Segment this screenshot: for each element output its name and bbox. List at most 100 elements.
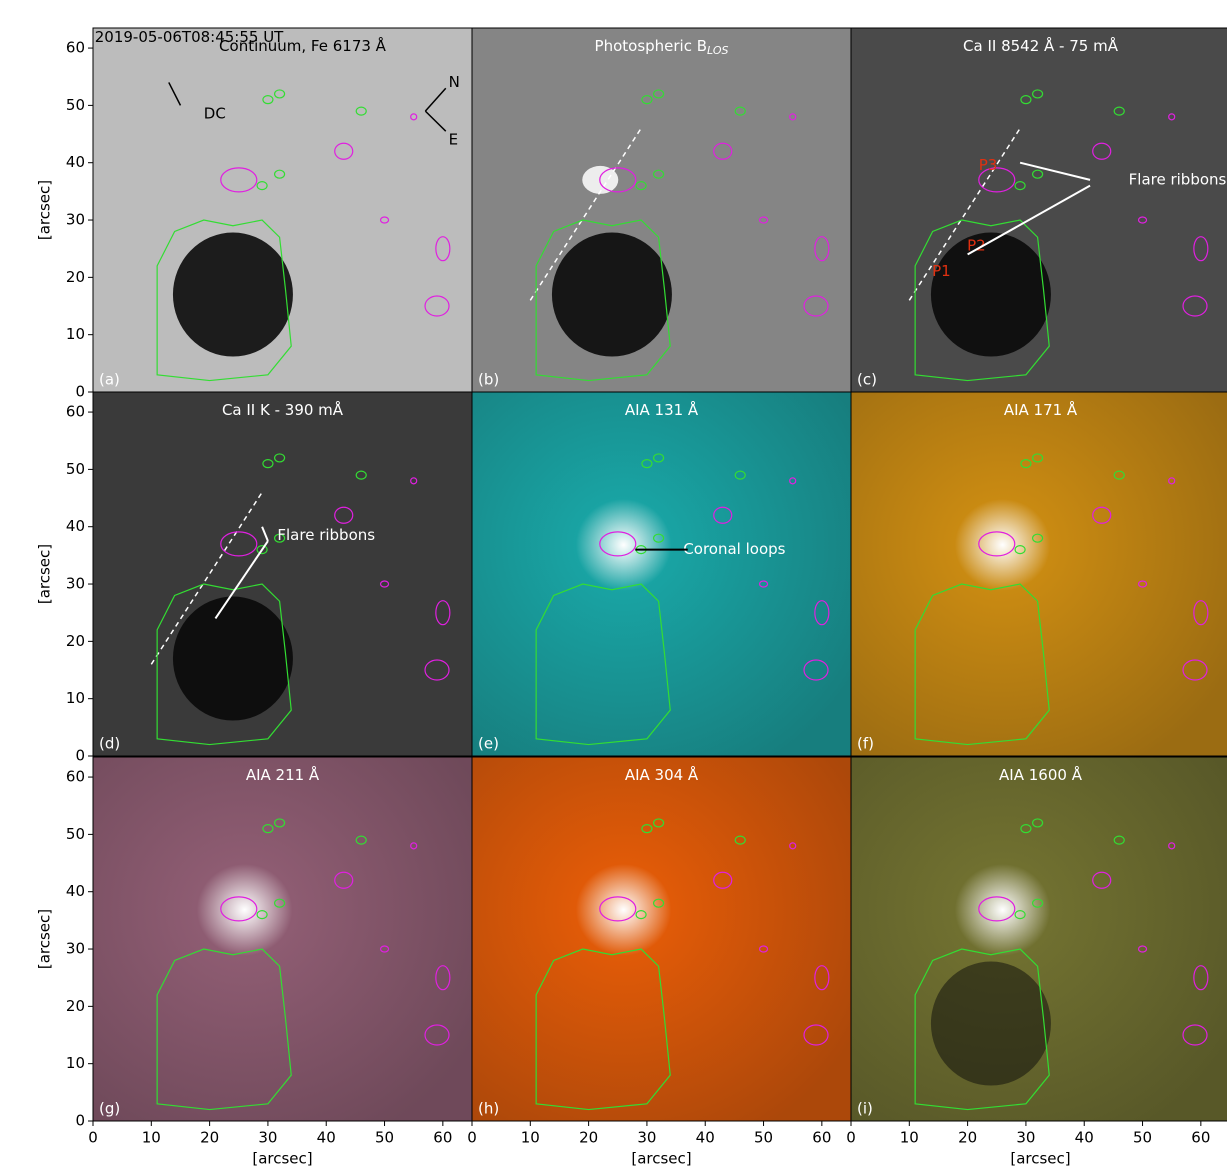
title-text: Ca II K - 390 mÅ (222, 400, 344, 419)
image (472, 757, 851, 1121)
panel: AIA 131 Å (e) Coronal loops (472, 392, 851, 756)
x-tick-label: 20 (200, 1129, 219, 1147)
panel: AIA 304 Å (h)0 10 20 30 40 50 60 [arcsec] (467, 757, 851, 1168)
annotation: DC (204, 104, 226, 122)
panel-label: (g) (99, 1100, 120, 1118)
y-tick-label: 60 (66, 39, 85, 57)
x-tick-label: 40 (696, 1129, 715, 1147)
x-tick-label: 60 (812, 1129, 831, 1147)
image (93, 28, 472, 392)
panel-title: AIA 211 Å (246, 765, 320, 784)
y-tick-label: 30 (66, 575, 85, 593)
x-tick-label: 50 (1133, 1129, 1152, 1147)
x-tick-label: 30 (258, 1129, 277, 1147)
y-tick-label: 0 (75, 1112, 85, 1130)
x-tick-label: 40 (1075, 1129, 1094, 1147)
panel-image (472, 28, 851, 392)
x-tick-label: 30 (637, 1129, 656, 1147)
title-text: AIA 211 Å (246, 765, 320, 784)
image (93, 392, 472, 756)
y-axis-label: [arcsec] (36, 544, 54, 604)
annotation: 2019-05-06T08:45:55 UT (95, 28, 284, 46)
y-tick-label: 40 (66, 882, 85, 900)
y-tick-label: 30 (66, 211, 85, 229)
image (472, 392, 851, 756)
panel-image (851, 28, 1227, 392)
y-tick-label: 40 (66, 517, 85, 535)
panel-label: (e) (478, 735, 499, 753)
panel-image (93, 392, 472, 756)
panel-image (472, 392, 851, 756)
x-tick-label: 10 (521, 1129, 540, 1147)
panel-label: (f) (857, 735, 874, 753)
panel-title: Ca II K - 390 mÅ (222, 400, 344, 419)
sunspot (552, 233, 672, 357)
y-tick-label: 10 (66, 1054, 85, 1072)
panel-label: (a) (99, 371, 120, 389)
x-tick-label: 0 (88, 1129, 98, 1147)
x-tick-label: 60 (1191, 1129, 1210, 1147)
x-tick-label: 50 (375, 1129, 394, 1147)
y-axis-label: [arcsec] (36, 909, 54, 969)
y-tick-label: 20 (66, 997, 85, 1015)
y-tick-label: 10 (66, 325, 85, 343)
annotation: N (449, 73, 460, 91)
x-tick-label: 60 (433, 1129, 452, 1147)
x-tick-label: 50 (754, 1129, 773, 1147)
panel-label: (i) (857, 1100, 873, 1118)
sunspot (931, 233, 1051, 357)
panel-title: AIA 304 Å (625, 765, 699, 784)
y-tick-label: 50 (66, 96, 85, 114)
x-tick-label: 20 (958, 1129, 977, 1147)
panel-image (93, 28, 472, 392)
panel: AIA 171 Å (f) (851, 392, 1227, 756)
y-tick-label: 40 (66, 153, 85, 171)
y-tick-label: 50 (66, 460, 85, 478)
x-axis-label: [arcsec] (631, 1150, 691, 1168)
title-text: AIA 131 Å (625, 400, 699, 419)
y-tick-label: 10 (66, 689, 85, 707)
panel: Ca II 8542 Å - 75 mÅ(c)Flare ribbonsP1P2… (851, 28, 1227, 392)
title-text: Photospheric B (595, 37, 708, 55)
x-tick-label: 0 (467, 1129, 477, 1147)
panel-image (851, 392, 1227, 756)
title-text: AIA 171 Å (1004, 400, 1078, 419)
x-axis-label: [arcsec] (1010, 1150, 1070, 1168)
panel-title: AIA 1600 Å (999, 765, 1083, 784)
panel: Photospheric BLOS(b) (472, 28, 851, 392)
panel-label: (b) (478, 371, 499, 389)
x-axis-label: [arcsec] (252, 1150, 312, 1168)
annotation: P1 (932, 262, 951, 280)
panel-title: AIA 131 Å (625, 400, 699, 419)
image (851, 757, 1227, 1121)
panel: Ca II K - 390 mÅ (d) Flare ribbons 0 10 20 30 4… (36, 392, 473, 765)
annotation: E (449, 130, 458, 148)
y-tick-label: 0 (75, 747, 85, 765)
annotation: Flare ribbons (1129, 170, 1227, 188)
y-tick-label: 30 (66, 940, 85, 958)
x-tick-label: 10 (142, 1129, 161, 1147)
sunspot (173, 233, 293, 357)
x-tick-label: 10 (900, 1129, 919, 1147)
panel-label: (d) (99, 735, 120, 753)
annotation: Coronal loops (683, 540, 785, 558)
image (851, 392, 1227, 756)
panel-image (851, 757, 1227, 1121)
annotation: P3 (979, 156, 998, 174)
sunspot (173, 597, 293, 721)
panel-label: (h) (478, 1100, 499, 1118)
x-tick-label: 30 (1016, 1129, 1035, 1147)
image (472, 28, 851, 392)
x-tick-label: 20 (579, 1129, 598, 1147)
y-tick-label: 20 (66, 632, 85, 650)
annotation: Flare ribbons (277, 526, 375, 544)
panel-label: (c) (857, 371, 877, 389)
figure: Continuum, Fe 6173 Å(a)2019-05-06T08:45:… (0, 0, 1227, 1175)
y-tick-label: 50 (66, 825, 85, 843)
y-axis-label: [arcsec] (36, 180, 54, 240)
panel: Continuum, Fe 6173 Å(a)2019-05-06T08:45:… (36, 28, 473, 401)
image (851, 28, 1227, 392)
y-tick-label: 0 (75, 383, 85, 401)
panel-image (93, 757, 472, 1121)
